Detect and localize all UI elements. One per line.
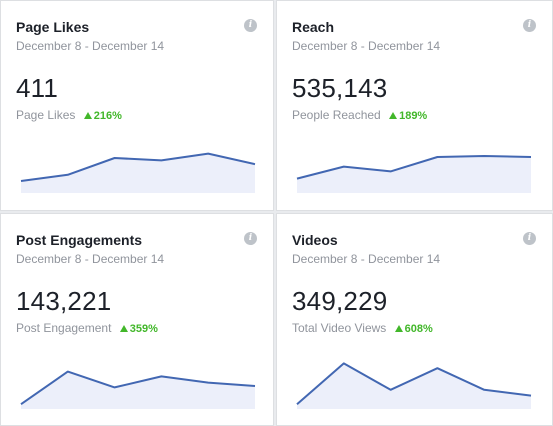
change-badge: 359% <box>118 323 158 335</box>
sparkline-line <box>20 370 256 406</box>
date-range: December 8 - December 14 <box>292 39 441 53</box>
card-title: Post Engagements <box>16 232 143 248</box>
metric-subline: Total Video Views 608% <box>292 321 433 335</box>
triangle-up-icon <box>119 325 128 333</box>
info-icon[interactable]: i <box>523 232 536 245</box>
info-icon[interactable]: i <box>244 19 257 32</box>
card-page-likes[interactable]: Page Likes i December 8 - December 14 41… <box>0 0 274 211</box>
sparkline-line <box>296 155 532 180</box>
sparkline-line <box>296 362 532 405</box>
metric-value: 143,221 <box>16 286 112 316</box>
info-icon[interactable]: i <box>523 19 536 32</box>
sparkline-chart <box>296 362 532 409</box>
metric-label: Post Engagement <box>16 321 112 335</box>
triangle-up-icon <box>389 112 398 120</box>
change-value: 359% <box>129 323 158 335</box>
date-range: December 8 - December 14 <box>16 252 165 266</box>
card-title: Page Likes <box>16 19 90 35</box>
card-videos[interactable]: Videos i December 8 - December 14 349,22… <box>276 213 553 426</box>
sparkline-chart <box>20 370 256 409</box>
triangle-up-icon <box>394 325 403 333</box>
metric-value: 535,143 <box>292 73 388 103</box>
metric-subline: Page Likes 216% <box>16 108 122 122</box>
sparkline-area <box>297 156 531 193</box>
card-post-engagements[interactable]: Post Engagements i December 8 - December… <box>0 213 274 426</box>
triangle-up-icon <box>83 112 92 120</box>
metric-value: 411 <box>16 73 59 103</box>
metric-label: Page Likes <box>16 108 76 122</box>
date-range: December 8 - December 14 <box>292 252 441 266</box>
metric-label: People Reached <box>292 108 381 122</box>
change-value: 608% <box>404 323 433 335</box>
sparkline-chart <box>20 152 256 193</box>
metric-value: 349,229 <box>292 286 388 316</box>
info-icon[interactable]: i <box>244 232 257 245</box>
metric-label: Total Video Views <box>292 321 387 335</box>
sparkline-line <box>20 152 256 182</box>
metric-subline: Post Engagement 359% <box>16 321 158 335</box>
change-value: 189% <box>399 110 428 122</box>
change-value: 216% <box>93 110 122 122</box>
sparkline-area <box>21 371 255 409</box>
change-badge: 608% <box>393 323 433 335</box>
sparkline-chart <box>296 155 532 193</box>
date-range: December 8 - December 14 <box>16 39 165 53</box>
card-title: Videos <box>292 232 338 248</box>
sparkline-area <box>297 363 531 409</box>
sparkline-area <box>21 153 255 193</box>
card-reach[interactable]: Reach i December 8 - December 14 535,143… <box>276 0 553 211</box>
metric-subline: People Reached 189% <box>292 108 427 122</box>
card-title: Reach <box>292 19 335 35</box>
change-badge: 216% <box>82 110 122 122</box>
change-badge: 189% <box>387 110 427 122</box>
